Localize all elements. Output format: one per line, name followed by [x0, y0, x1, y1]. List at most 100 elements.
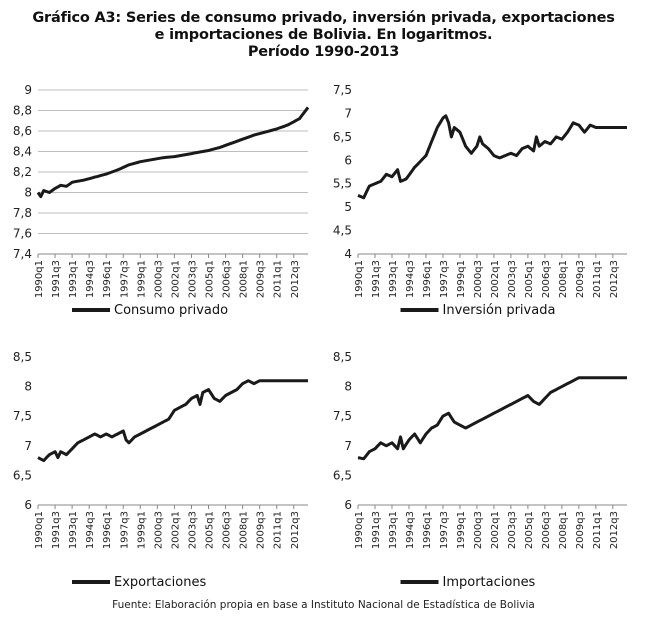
x-tick-label: 2008q1 [558, 260, 569, 298]
inversion-privada-chart: 4 4,5 5 5,5 6 6,5 7 7,5 1990q1 1991q3 1993q1 1994q3… [330, 78, 647, 328]
x-tick-label: 2005q1 [205, 511, 216, 549]
x-tick-label: 2005q1 [524, 260, 535, 298]
legend-label: Inversión privada [443, 303, 556, 318]
series-line [357, 114, 627, 200]
x-tick-label: 1993q1 [388, 260, 399, 298]
x-tick-label: 2002q1 [170, 511, 181, 549]
series-line [357, 376, 627, 461]
x-tick-label: 2003q3 [187, 511, 198, 549]
importaciones-chart: 6 6,5 7 7,5 8 8,5 1990q1 1991q3 1993q1 1994q3 1996… [330, 345, 647, 600]
series-line [36, 106, 310, 199]
x-tick-label: 2009q3 [256, 260, 267, 298]
y-tick-label: 7,5 [333, 83, 352, 97]
series-line [37, 379, 308, 463]
x-tick-label: 2008q1 [558, 511, 569, 549]
x-tick-label: 1996q1 [422, 260, 433, 298]
y-tick-label: 6,5 [333, 468, 352, 482]
x-tick-label: 1990q1 [34, 260, 45, 298]
y-tick-label: 7 [24, 439, 32, 453]
x-tick-label: 2012q3 [290, 260, 301, 298]
x-tick-label: 2012q3 [609, 511, 620, 549]
chart-svg: 6 6,5 7 7,5 8 8,5 1990q1 1991q3 1993q1 1994q3 1996… [333, 350, 627, 590]
y-tick-label: 8,5 [13, 350, 32, 364]
x-tick-label: 2003q3 [187, 260, 198, 298]
exportaciones-chart: 6 6,5 7 7,5 8 8,5 1990q1 1991q3 1993q1 1994q3 1996… [0, 345, 320, 600]
x-tick-label: 1990q1 [354, 511, 365, 549]
x-tick-label: 1996q1 [102, 260, 113, 298]
x-tick-label: 2000q3 [153, 511, 164, 549]
title-line-2: e importaciones de Bolivia. En logaritmo… [154, 27, 493, 43]
y-tick-label: 8 [24, 186, 32, 200]
x-tick-label: 1991q3 [371, 511, 382, 549]
legend-label: Importaciones [443, 575, 536, 590]
y-tick-label: 8 [24, 380, 32, 394]
chart-svg: 6 6,5 7 7,5 8 8,5 1990q1 1991q3 1993q1 1994q3 1996… [13, 350, 308, 590]
x-tick-label: 2011q1 [273, 260, 284, 298]
y-tick-label: 7 [344, 439, 352, 453]
x-tick-label: 1990q1 [34, 511, 45, 549]
y-tick-label: 6 [24, 498, 32, 512]
x-tick-label: 2008q1 [239, 260, 250, 298]
y-tick-label: 7,6 [13, 227, 32, 241]
x-tick-label: 1999q1 [136, 260, 147, 298]
x-tick-label: 1999q1 [136, 511, 147, 549]
x-tick-label: 2011q1 [592, 511, 603, 549]
legend-label: Consumo privado [114, 303, 228, 318]
x-tick-label: 1993q1 [68, 511, 79, 549]
x-tick-label: 2011q1 [273, 511, 284, 549]
legend-label: Exportaciones [114, 575, 206, 590]
x-tick-label: 1999q1 [456, 511, 467, 549]
y-tick-label: 7,5 [333, 409, 352, 423]
x-tick-label: 2008q1 [239, 511, 250, 549]
x-tick-label: 1997q3 [439, 511, 450, 549]
y-tick-label: 6,5 [13, 468, 32, 482]
x-tick-label: 1994q3 [405, 511, 416, 549]
chart-svg: 7,4 7,6 7,8 8 8,2 8,4 8,6 8,8 9 1990q1 1991q3 1993q… [13, 83, 310, 318]
x-tick-label: 2009q3 [256, 511, 267, 549]
chart-title: Gráfico A3: Series de consumo privado, i… [0, 10, 647, 61]
x-tick-label: 1990q1 [354, 260, 365, 298]
y-tick-label: 8,6 [13, 124, 32, 138]
x-tick-label: 1994q3 [405, 260, 416, 298]
x-tick-label: 1997q3 [439, 260, 450, 298]
y-tick-label: 8,4 [13, 145, 32, 159]
x-tick-label: 2006q3 [541, 511, 552, 549]
x-tick-label: 1994q3 [85, 260, 96, 298]
x-tick-label: 2003q3 [507, 260, 518, 298]
x-tick-label: 1994q3 [85, 511, 96, 549]
x-tick-label: 2006q3 [222, 511, 233, 549]
y-tick-label: 7,8 [13, 206, 32, 220]
consumo-privado-chart: 7,4 7,6 7,8 8 8,2 8,4 8,6 8,8 9 1990q1 1991q3 1993q… [0, 78, 320, 328]
x-tick-label: 1991q3 [371, 260, 382, 298]
x-tick-label: 2000q3 [153, 260, 164, 298]
title-line-3: Período 1990-2013 [247, 44, 400, 60]
x-tick-label: 2009q3 [575, 260, 586, 298]
y-tick-label: 5 [344, 200, 352, 214]
x-tick-label: 2006q3 [222, 260, 233, 298]
y-tick-label: 5,5 [333, 177, 352, 191]
x-tick-label: 2002q1 [490, 511, 501, 549]
x-tick-label: 2011q1 [592, 260, 603, 298]
y-tick-label: 6,5 [333, 130, 352, 144]
y-tick-label: 9 [24, 83, 32, 97]
x-tick-label: 2012q3 [609, 260, 620, 298]
source-note: Fuente: Elaboración propia en base a Ins… [112, 599, 535, 611]
x-tick-label: 2005q1 [524, 511, 535, 549]
x-tick-label: 2000q3 [473, 260, 484, 298]
x-tick-label: 1997q3 [119, 260, 130, 298]
y-tick-label: 6 [344, 498, 352, 512]
x-tick-label: 2000q3 [473, 511, 484, 549]
y-tick-label: 4,5 [333, 224, 352, 238]
x-tick-label: 2002q1 [490, 260, 501, 298]
y-tick-label: 7,4 [13, 247, 32, 261]
chart-svg: 4 4,5 5 5,5 6 6,5 7 7,5 1990q1 1991q3 1993q1 1994q3… [333, 83, 627, 318]
x-tick-label: 2003q3 [507, 511, 518, 549]
x-tick-label: 2012q3 [290, 511, 301, 549]
x-tick-label: 1996q1 [102, 511, 113, 549]
x-tick-label: 1991q3 [51, 511, 62, 549]
x-tick-label: 1999q1 [456, 260, 467, 298]
title-line-1: Gráfico A3: Series de consumo privado, i… [32, 10, 615, 26]
y-tick-label: 7 [344, 106, 352, 120]
x-tick-label: 1997q3 [119, 511, 130, 549]
y-tick-label: 8,2 [13, 165, 32, 179]
